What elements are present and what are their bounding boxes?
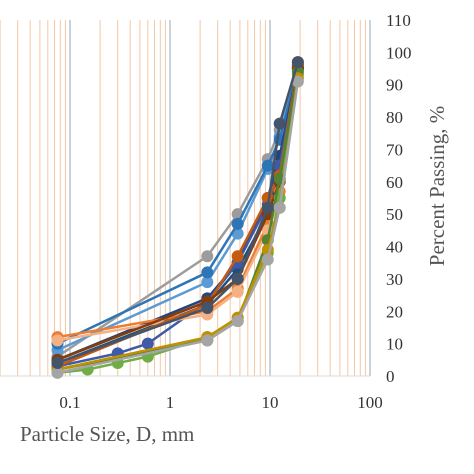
series-line <box>57 68 300 368</box>
y-tick-labels: 0 10 20 30 40 50 60 70 80 90 100 110 <box>386 11 412 386</box>
data-point <box>231 272 244 285</box>
y-tick-label: 90 <box>386 76 403 95</box>
data-point <box>231 285 244 298</box>
data-point <box>51 366 64 379</box>
y-tick-label: 110 <box>386 11 411 30</box>
data-point <box>273 117 286 130</box>
series-line <box>57 61 300 365</box>
data-point <box>291 75 304 88</box>
y-tick-label: 80 <box>386 108 403 127</box>
series-line <box>56 68 300 345</box>
data-point <box>201 250 214 263</box>
data-point <box>261 201 274 214</box>
data-point <box>51 334 64 347</box>
y-axis-title: Percent Passing, % <box>425 106 449 266</box>
data-point <box>201 276 214 289</box>
y-tick-label: 60 <box>386 173 403 192</box>
y-tick-label: 0 <box>386 367 395 386</box>
data-point <box>231 217 244 230</box>
x-axis-title: Particle Size, D, mm <box>20 422 194 446</box>
series-layer <box>51 56 304 379</box>
data-point <box>231 250 244 263</box>
data-point <box>201 266 214 279</box>
grid <box>0 20 371 377</box>
x-tick-labels: 0.1 1 10 100 <box>59 393 382 412</box>
data-point <box>261 253 274 266</box>
data-point <box>231 314 244 327</box>
y-tick-label: 30 <box>386 270 403 289</box>
data-point <box>273 201 286 214</box>
series-line <box>57 68 300 361</box>
series-15 <box>51 56 304 370</box>
y-tick-label: 40 <box>386 238 403 257</box>
data-point <box>141 337 154 350</box>
data-point <box>201 334 214 347</box>
x-tick-label: 0.1 <box>59 393 80 412</box>
series-14 <box>51 75 304 379</box>
series-line <box>57 65 300 342</box>
y-tick-label: 50 <box>386 205 403 224</box>
data-point <box>201 302 214 315</box>
y-tick-label: 100 <box>386 43 412 62</box>
x-tick-label: 1 <box>166 393 175 412</box>
series-line <box>57 81 300 374</box>
x-tick-label: 10 <box>262 393 279 412</box>
y-tick-label: 70 <box>386 140 403 159</box>
y-tick-label: 10 <box>386 335 403 354</box>
data-point <box>291 56 304 69</box>
data-point <box>51 357 64 370</box>
data-point <box>261 159 274 172</box>
x-tick-label: 100 <box>357 393 383 412</box>
y-tick-label: 20 <box>386 302 403 321</box>
